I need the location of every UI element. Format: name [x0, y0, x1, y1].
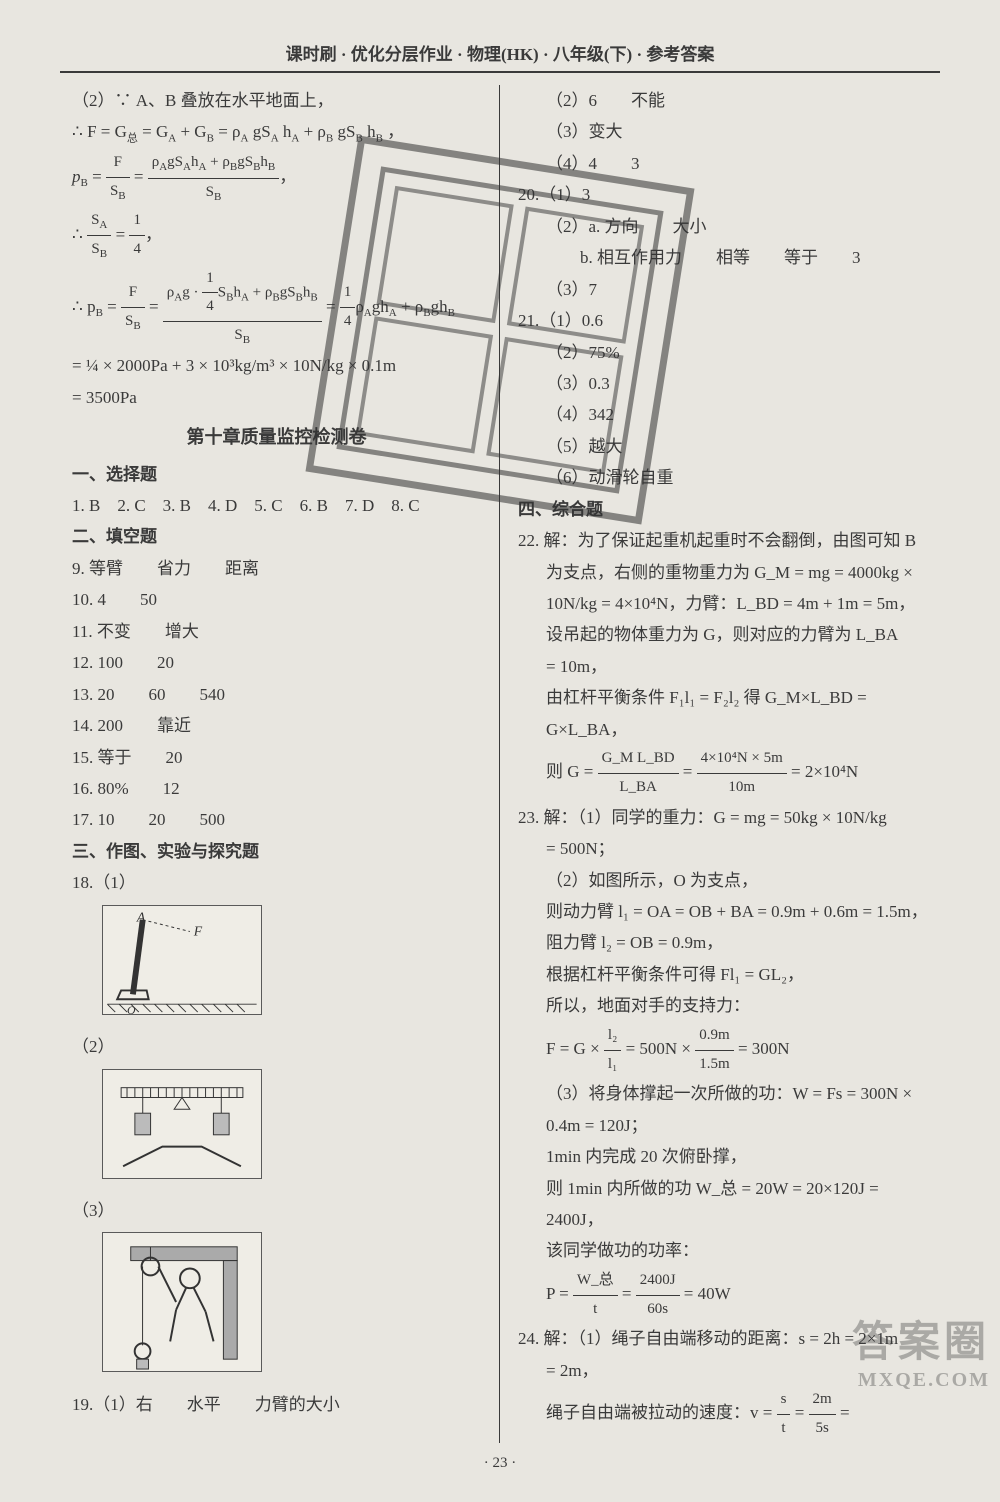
text: 则 1min 内所做的功 W_总 = 20W = 20×120J = 2400J… — [518, 1173, 928, 1236]
equation: ∴ F = G总 = GA + GB = ρA gSA hA + ρB gSB … — [72, 116, 481, 149]
text: 23. 解：（1）同学的重力：G = mg = 50kg × 10N/kg — [518, 802, 928, 833]
page-header: 课时刷 · 优化分层作业 · 物理(HK) · 八年级(下) · 参考答案 — [60, 40, 940, 73]
equation: = 3500Pa — [72, 382, 481, 413]
answers: 19.（1）右 水平 力臂的大小 — [72, 1389, 481, 1420]
answers: 9. 等臂 省力 距离 — [72, 553, 481, 584]
answers: （4）4 3 — [518, 148, 928, 179]
section-heading: 一、选择题 — [72, 459, 481, 490]
text: = 10m， — [518, 651, 928, 682]
equation: ∴ SASB = 14， — [72, 207, 481, 265]
text: 22. 解：为了保证起重机起重时不会翻倒，由图可知 B — [518, 525, 928, 556]
text: 所以，地面对手的支持力： — [518, 990, 928, 1021]
svg-text:O: O — [127, 1004, 136, 1015]
text: 由杠杆平衡条件 F₁l₁ = F₂l₂ 得 G_M×L_BD = G×L_BA， — [518, 682, 928, 745]
answers: 10. 4 50 — [72, 584, 481, 615]
text: 设吊起的物体重力为 G，则对应的力臂为 L_BA — [518, 619, 928, 650]
watermark-corner: 答案圈 MXQE.COM — [852, 1308, 990, 1392]
answers: （5）越大 — [518, 431, 928, 462]
text: （2）∵ A、B 叠放在水平地面上， — [72, 85, 481, 116]
equation: 则 G = G_M L_BDL_BA = 4×10⁴N × 5m10m = 2×… — [518, 745, 928, 802]
answers: 20.（1）3 — [518, 179, 928, 210]
text: 根据杠杆平衡条件可得 Fl₁ = GL₂， — [518, 959, 928, 990]
answers: 16. 80% 12 — [72, 773, 481, 804]
answers: （4）342 — [518, 399, 928, 430]
equation: F = G × l₂l₁ = 500N × 0.9m1.5m = 300N — [518, 1022, 928, 1079]
text: 该同学做功的功率： — [518, 1235, 928, 1266]
text: 10N/kg = 4×10⁴N，力臂：L_BD = 4m + 1m = 5m， — [518, 588, 928, 619]
answers: 15. 等于 20 — [72, 742, 481, 773]
watermark-text: 答案圈 — [852, 1308, 990, 1369]
answers: 14. 200 靠近 — [72, 710, 481, 741]
text: = 500N； — [518, 833, 928, 864]
answers: （6）动滑轮自重 — [518, 462, 928, 493]
answers: 12. 100 20 — [72, 647, 481, 678]
diagram-18-3 — [102, 1232, 262, 1372]
answers: 17. 10 20 500 — [72, 804, 481, 835]
equation: 绳子自由端被拉动的速度：v = st = 2m5s = — [518, 1386, 928, 1443]
two-columns: （2）∵ A、B 叠放在水平地面上， ∴ F = G总 = GA + GB = … — [60, 85, 940, 1443]
answers: （3）0.3 — [518, 368, 928, 399]
svg-text:F: F — [193, 923, 203, 938]
answers: （2）a. 方向 大小 — [518, 211, 928, 242]
right-column: （2）6 不能 （3）变大 （4）4 3 20.（1）3 （2）a. 方向 大小… — [500, 85, 940, 1443]
answers: b. 相互作用力 相等 等于 3 — [518, 242, 928, 273]
text: （2）如图所示，O 为支点， — [518, 865, 928, 896]
diagram-18-1: A F O — [102, 905, 262, 1015]
section-heading: 二、填空题 — [72, 521, 481, 552]
answers: 13. 20 60 540 — [72, 679, 481, 710]
equation: pB = FSB = ρAgSAhA + ρBgSBhBSB， — [72, 149, 481, 207]
page-number: · 23 · — [60, 1455, 940, 1472]
section-heading: 四、综合题 — [518, 494, 928, 525]
answers: （2）75% — [518, 337, 928, 368]
text: （3） — [72, 1195, 481, 1226]
watermark-url: MXQE.COM — [852, 1369, 990, 1392]
text: 18.（1） — [72, 867, 481, 898]
answers: （3）变大 — [518, 116, 928, 147]
diagram-18-2 — [102, 1069, 262, 1179]
equation: ∴ pB = FSB = ρAg · 14SBhA + ρBgSBhBSB = … — [72, 265, 481, 351]
text: 阻力臂 l₂ = OB = 0.9m， — [518, 927, 928, 958]
answers: （3）7 — [518, 274, 928, 305]
section-heading: 三、作图、实验与探究题 — [72, 836, 481, 867]
answers: （2）6 不能 — [518, 85, 928, 116]
text: （2） — [72, 1031, 481, 1062]
equation: = ¼ × 2000Pa + 3 × 10³kg/m³ × 10N/kg × 0… — [72, 350, 481, 381]
text: 1min 内完成 20 次俯卧撑， — [518, 1141, 928, 1172]
left-column: （2）∵ A、B 叠放在水平地面上， ∴ F = G总 = GA + GB = … — [60, 85, 500, 1443]
text: 则动力臂 l₁ = OA = OB + BA = 0.9m + 0.6m = 1… — [518, 896, 928, 927]
text: 0.4m = 120J； — [518, 1110, 928, 1141]
text: （3）将身体撑起一次所做的功：W = Fs = 300N × — [518, 1078, 928, 1109]
text: 为支点，右侧的重物重力为 G_M = mg = 4000kg × — [518, 557, 928, 588]
page: 课时刷 · 优化分层作业 · 物理(HK) · 八年级(下) · 参考答案 （2… — [0, 0, 1000, 1502]
chapter-title: 第十章质量监控检测卷 — [72, 421, 481, 454]
answers: 1. B 2. C 3. B 4. D 5. C 6. B 7. D 8. C — [72, 490, 481, 521]
answers: 11. 不变 增大 — [72, 616, 481, 647]
answers: 21.（1）0.6 — [518, 305, 928, 336]
